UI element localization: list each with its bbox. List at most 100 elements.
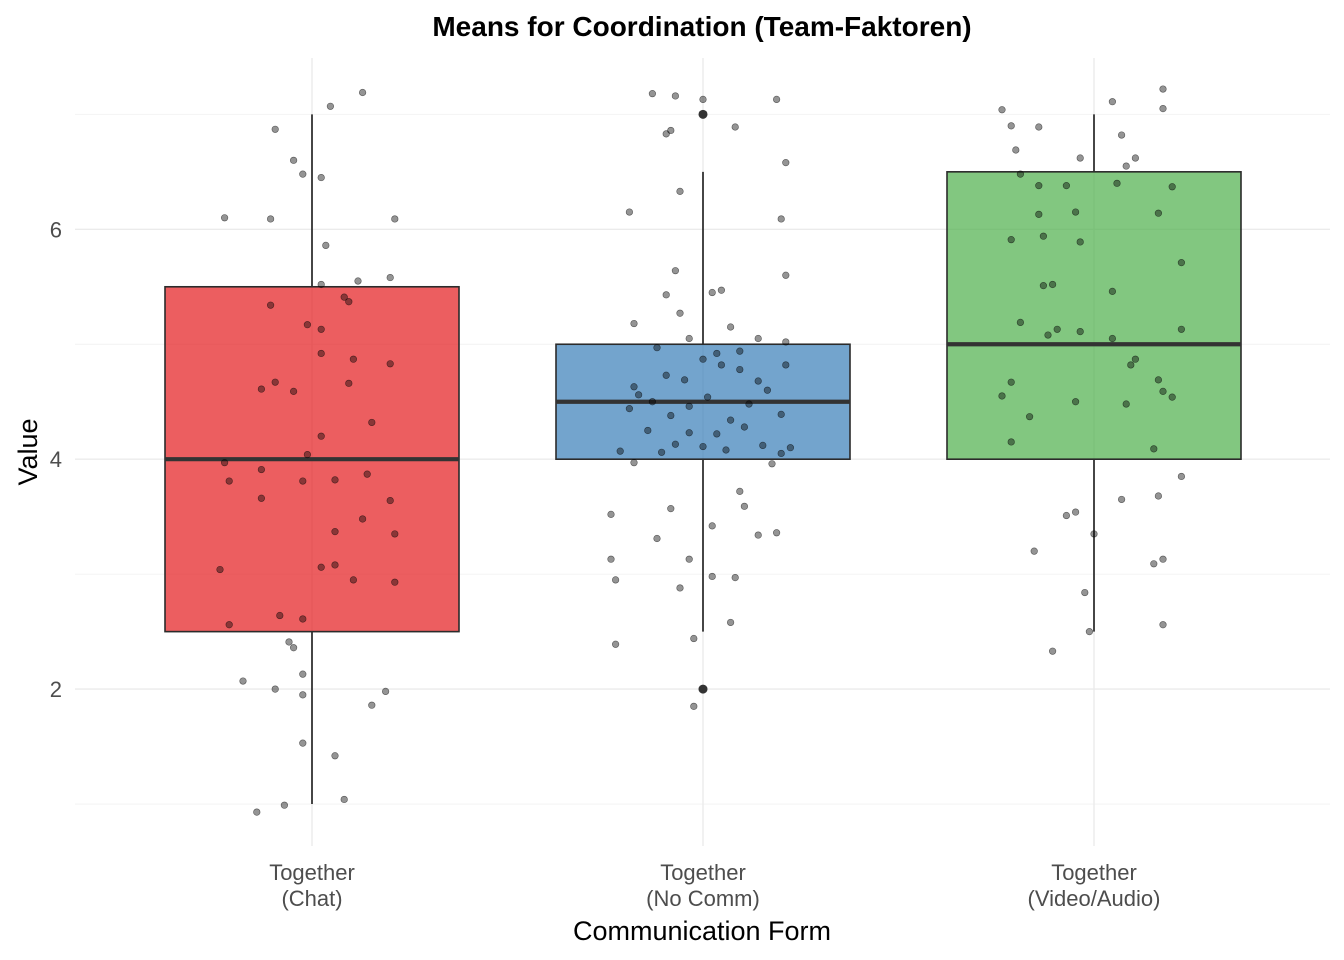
data-point	[1071, 398, 1080, 406]
data-point	[731, 573, 739, 582]
data-point	[349, 355, 358, 363]
data-point	[216, 565, 224, 574]
data-point	[368, 701, 376, 709]
data-point	[359, 515, 367, 523]
data-point	[1117, 495, 1126, 504]
data-point	[703, 393, 712, 401]
data-point	[616, 447, 624, 455]
data-point	[285, 638, 293, 646]
data-point	[685, 429, 693, 437]
data-point	[1159, 555, 1167, 563]
data-point	[754, 334, 762, 343]
data-point	[676, 309, 684, 317]
data-point	[1108, 287, 1116, 295]
data-point	[1071, 508, 1080, 516]
data-point	[786, 444, 795, 452]
data-point	[1117, 131, 1126, 139]
data-point	[690, 634, 698, 643]
data-point	[1154, 376, 1162, 384]
data-point	[1108, 334, 1116, 343]
data-point	[630, 383, 638, 391]
data-point	[1150, 445, 1158, 453]
data-point	[648, 90, 657, 98]
data-point	[1159, 387, 1167, 395]
y-tick-label: 4	[50, 447, 62, 472]
data-point	[676, 187, 684, 195]
data-point	[625, 208, 634, 216]
data-point	[225, 621, 233, 629]
data-point	[345, 379, 353, 387]
data-point	[1062, 511, 1070, 520]
data-point	[680, 376, 689, 384]
data-point	[1035, 210, 1043, 218]
data-point	[257, 494, 266, 502]
y-axis-title: Value	[13, 418, 43, 485]
data-point	[671, 267, 680, 275]
data-point	[736, 365, 744, 374]
data-point	[644, 426, 652, 435]
data-point	[699, 95, 707, 104]
data-point	[276, 611, 284, 620]
data-point	[777, 215, 785, 223]
chart-title: Means for Coordination (Team-Faktoren)	[432, 11, 971, 42]
data-point	[317, 349, 325, 358]
data-point	[708, 522, 716, 530]
data-point	[671, 92, 680, 100]
data-point	[1035, 182, 1043, 190]
data-point	[340, 795, 348, 804]
data-point	[1108, 98, 1116, 106]
data-point	[386, 496, 394, 505]
data-point	[271, 685, 279, 693]
data-point	[322, 241, 330, 249]
data-point	[1007, 122, 1015, 130]
data-point	[331, 528, 339, 536]
data-point	[1127, 361, 1135, 369]
data-point	[740, 502, 749, 510]
data-point	[317, 325, 325, 333]
data-point	[1122, 400, 1130, 408]
data-point	[1039, 282, 1047, 290]
data-point	[731, 123, 739, 131]
data-point	[685, 555, 693, 563]
data-point	[708, 572, 716, 581]
data-point	[1071, 208, 1080, 216]
data-point	[611, 576, 620, 584]
data-point	[267, 215, 275, 223]
data-point	[671, 440, 680, 448]
data-point	[1053, 325, 1061, 333]
data-point	[708, 288, 716, 297]
outlier-point	[698, 684, 708, 694]
data-point	[782, 271, 790, 279]
data-point	[386, 273, 394, 282]
data-point	[239, 677, 247, 685]
data-point	[759, 441, 767, 450]
data-point	[782, 159, 790, 167]
data-point	[1035, 123, 1043, 131]
data-point	[653, 344, 661, 352]
data-point	[754, 377, 762, 385]
data-point	[340, 293, 348, 301]
data-point	[772, 529, 781, 537]
data-point	[225, 477, 233, 485]
data-point	[777, 410, 785, 418]
data-point	[271, 378, 279, 386]
data-point	[317, 563, 325, 571]
data-point	[303, 321, 312, 329]
data-point	[713, 349, 721, 358]
data-point	[1039, 232, 1047, 240]
data-point	[630, 459, 638, 467]
data-point	[740, 423, 749, 431]
boxes	[164, 109, 1242, 805]
data-point	[331, 561, 339, 569]
y-tick-label: 6	[50, 217, 62, 242]
data-point	[354, 277, 362, 285]
x-tick-label: (No Comm)	[646, 886, 760, 911]
data-point	[1168, 393, 1176, 401]
x-tick-label: Together	[1051, 860, 1137, 885]
data-point	[290, 387, 298, 395]
data-point	[782, 361, 790, 369]
data-point	[685, 334, 693, 343]
data-point	[699, 442, 707, 451]
data-point	[722, 446, 730, 454]
data-point	[382, 687, 390, 695]
